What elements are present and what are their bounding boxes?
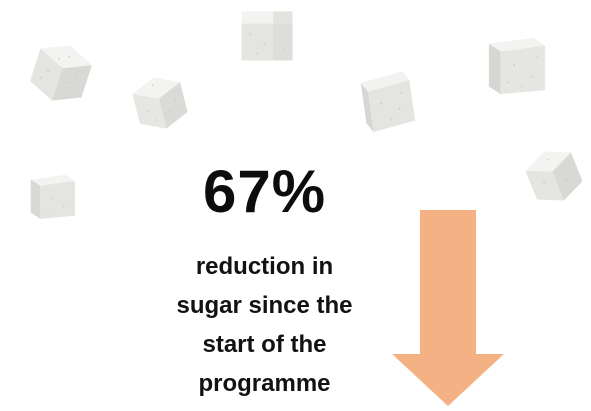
sugar-cube-icon: [123, 66, 196, 141]
sugar-cube-icon: [24, 170, 80, 222]
reduction-percentage: 67%: [202, 158, 327, 225]
sugar-cube-icon: [515, 137, 591, 215]
caption-line: start of the: [202, 331, 327, 358]
sugar-cube-icon: [236, 6, 298, 64]
down-arrow-icon: [392, 210, 504, 406]
sugar-cube-icon: [19, 31, 102, 114]
caption-line: programme: [198, 370, 331, 397]
reduction-caption: reduction in sugar since the start of th…: [0, 247, 529, 403]
sugar-cube-icon: [350, 66, 422, 138]
caption-line: reduction in: [195, 253, 334, 280]
caption-line: sugar since the: [176, 292, 353, 319]
sugar-cube-icon: [484, 34, 550, 98]
